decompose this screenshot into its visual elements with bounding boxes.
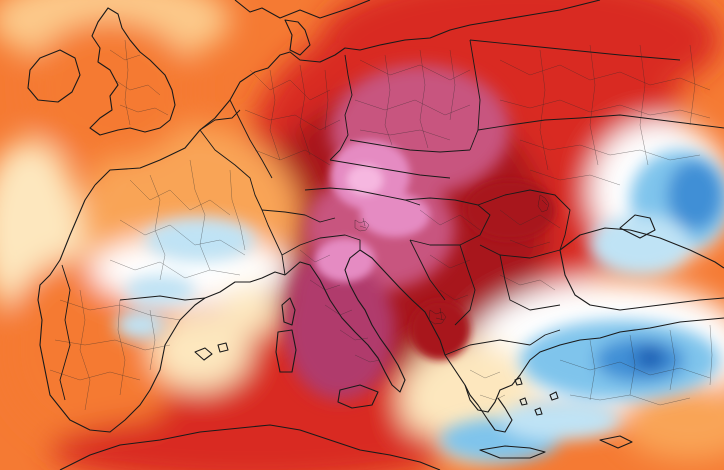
border-bulgaria — [499, 254, 561, 311]
regions-balkans — [419, 209, 561, 301]
field-alps-light-blue — [145, 218, 255, 262]
regions-italy — [299, 249, 381, 363]
field-deep-red-balkans — [410, 300, 470, 360]
field-levant-light-blue — [500, 400, 620, 440]
coast-corsica — [281, 297, 296, 326]
coast-balearic — [194, 342, 229, 361]
regions-france — [109, 159, 246, 281]
field-iberia-orange — [0, 255, 180, 445]
field-north-africa-red — [50, 415, 450, 470]
coast-iberia — [37, 184, 206, 433]
coast-cyprus — [599, 435, 633, 449]
coast-denmark — [284, 19, 311, 56]
coast-north-africa — [59, 424, 441, 470]
coast-crete — [479, 445, 546, 459]
border-poland-east — [469, 39, 481, 151]
field-sardinia-white — [220, 285, 280, 335]
coast-crimea — [619, 214, 656, 239]
border-germany-east — [329, 54, 353, 161]
field-bottom-right-orange — [620, 380, 724, 460]
cluster-moldova — [537, 194, 550, 213]
coast-black-sea — [559, 227, 724, 311]
border-belarus — [469, 39, 681, 61]
cluster-north-macedonia — [428, 307, 447, 325]
border-italy-north — [281, 234, 361, 256]
regions-turkey — [559, 324, 713, 406]
field-east-light-blue — [590, 215, 690, 275]
field-gulf-light-blue — [115, 310, 165, 340]
field-ukraine-dark-blue — [667, 160, 723, 230]
coast-scandinavia — [234, 0, 371, 19]
country-borders — [59, 39, 724, 401]
cluster-slovenia — [354, 217, 370, 232]
border-ukraine — [477, 114, 724, 131]
border-switzerland — [261, 209, 336, 223]
border-poland-south — [349, 139, 471, 153]
regions-germany — [244, 64, 341, 166]
coastlines — [27, 0, 724, 470]
border-spain-portugal — [59, 264, 71, 401]
coast-greece — [464, 384, 513, 433]
coast-sardinia — [275, 329, 297, 373]
regions-ukraine — [499, 44, 711, 186]
field-uk-orange — [25, 20, 195, 160]
region-borders — [49, 39, 713, 411]
field-dark-red-romania — [465, 180, 555, 240]
regions-poland — [354, 49, 471, 149]
field-lightpink-core — [347, 165, 383, 195]
field-turkey-deep-blue — [635, 346, 665, 370]
border-romania — [477, 189, 571, 259]
field-pink-adriatic — [315, 238, 375, 282]
border-turkey — [529, 329, 561, 346]
coast-adriatic-east — [359, 249, 724, 413]
coast-italy — [284, 249, 406, 393]
coast-ireland — [27, 49, 81, 103]
dense-border-clusters — [354, 194, 550, 325]
regions-uk — [109, 39, 169, 126]
border-czech-slovakia — [329, 159, 451, 179]
border-france-east — [199, 129, 286, 276]
border-balkans-1 — [409, 239, 446, 301]
border-france-spain — [119, 295, 206, 301]
border-benelux — [199, 109, 241, 131]
border-balkans-2 — [454, 244, 476, 326]
coast-north-europe — [94, 0, 601, 186]
border-greece-north — [444, 339, 531, 356]
field-pink-austria — [360, 193, 430, 237]
coast-aegean-islands — [514, 377, 559, 416]
regions-greece — [469, 369, 506, 401]
border-austria — [304, 187, 421, 206]
coast-great-britain — [89, 7, 176, 136]
regions-spain — [49, 289, 181, 411]
border-hungary — [404, 197, 491, 246]
coast-south-france — [204, 271, 286, 299]
coast-sicily — [337, 384, 379, 409]
